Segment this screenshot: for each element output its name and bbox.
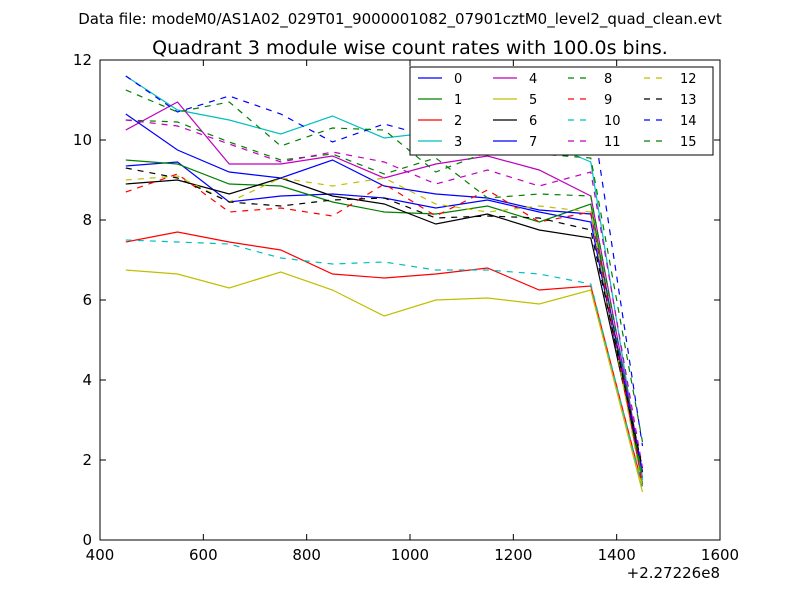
y-tick-label: 8: [82, 211, 92, 229]
legend-label-10: 10: [604, 114, 621, 129]
series-5-line: [125, 269, 644, 493]
series-10-line: [125, 239, 644, 489]
y-tick-label: 10: [73, 131, 92, 149]
x-tick-label: 1600: [701, 546, 739, 564]
legend-label-9: 9: [604, 93, 612, 108]
x-offset-label: +2.27226e8: [627, 564, 720, 582]
x-tick-label: 400: [86, 546, 115, 564]
x-tick-label: 1400: [598, 546, 636, 564]
series-1-line: [125, 159, 644, 485]
series-14-line: [125, 75, 644, 447]
legend-label-6: 6: [529, 114, 537, 129]
series-2-line: [125, 231, 644, 487]
series-13-line: [125, 167, 644, 469]
chart-title: Quadrant 3 module wise count rates with …: [152, 37, 668, 59]
series-9-line: [125, 173, 644, 485]
y-tick-label: 0: [82, 531, 92, 549]
legend-label-5: 5: [529, 93, 537, 108]
legend-label-3: 3: [454, 135, 462, 150]
series-7-line: [125, 113, 644, 473]
y-tick-label: 2: [82, 451, 92, 469]
series-11-line: [125, 119, 644, 469]
legend-box: [409, 66, 714, 156]
legend-label-12: 12: [680, 72, 697, 87]
legend-label-4: 4: [529, 72, 537, 87]
series-4-line: [125, 101, 644, 473]
x-tick-label: 600: [189, 546, 218, 564]
legend-label-7: 7: [529, 135, 537, 150]
x-tick-label: 1200: [494, 546, 532, 564]
legend-label-1: 1: [454, 93, 462, 108]
series-8-line: [125, 119, 644, 477]
chart-suptitle: Data file: modeM0/AS1A02_029T01_90000010…: [78, 10, 722, 29]
x-tick-label: 1000: [391, 546, 429, 564]
series-6-line: [125, 177, 644, 473]
plot-lines: [125, 75, 644, 493]
legend-label-2: 2: [454, 114, 462, 129]
legend-label-14: 14: [680, 114, 697, 129]
y-tick-label: 4: [82, 371, 92, 389]
legend-label-0: 0: [454, 72, 462, 87]
x-tick-label: 800: [292, 546, 321, 564]
legend-label-13: 13: [680, 93, 697, 108]
legend-label-11: 11: [604, 135, 621, 150]
series-12-line: [125, 175, 644, 489]
y-tick-label: 12: [73, 51, 92, 69]
legend-label-15: 15: [680, 135, 697, 150]
legend-label-8: 8: [604, 72, 612, 87]
y-tick-label: 6: [82, 291, 92, 309]
